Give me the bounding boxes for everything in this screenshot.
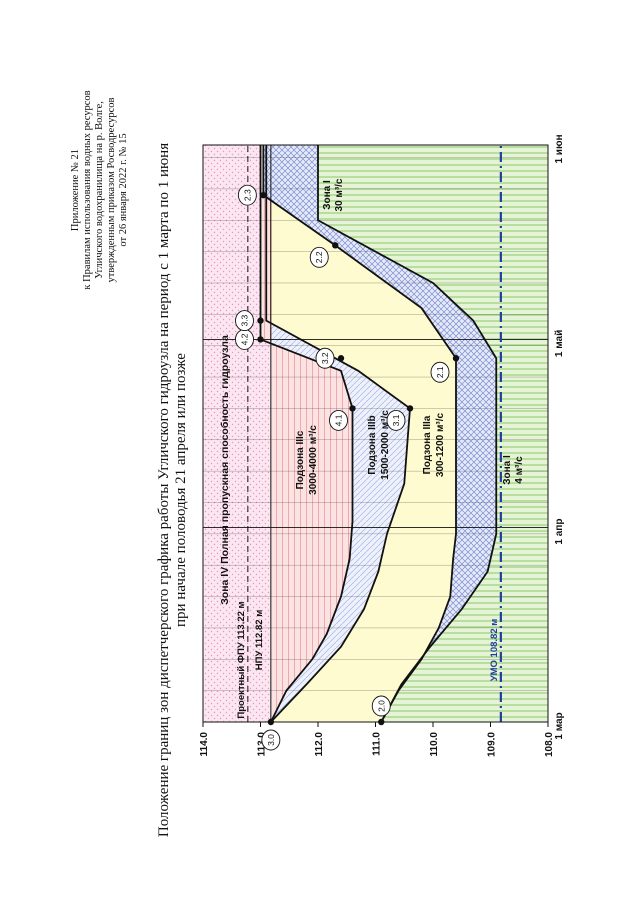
subzone-3a-name: Подзона IIIa — [422, 415, 433, 474]
point-label-circle — [430, 361, 450, 383]
x-tick-label: 1 июн — [554, 134, 565, 163]
appendix-line-2: к Правилам использования водных ресурсов — [82, 90, 93, 290]
control-points: 3.0 2.0 4.1 3.1 3.2 2.1 4.2 3.3 2.2 2.3 — [235, 184, 460, 751]
zone-1-may-flow: 30 м³/с — [334, 178, 345, 211]
point-label-circle — [329, 409, 348, 431]
chart-labels: Зона IV Полная пропускная способность ги… — [219, 178, 525, 718]
zone-1-may-name: Зона I — [322, 180, 333, 210]
y-tick-label: 114.0 — [199, 732, 210, 757]
subzone-3a-fill — [263, 145, 456, 722]
point-dot — [267, 718, 275, 726]
y-tick-label: 112.0 — [314, 732, 325, 757]
subzone-3b-flow: 1500-2000 м³/с — [380, 410, 391, 480]
y-tick-label: 109.0 — [487, 732, 498, 757]
y-tick-label: 110.0 — [429, 732, 440, 757]
umo-label: УМО 108.82 м — [489, 619, 500, 682]
appendix-block: Приложение № 21 к Правилам использования… — [60, 70, 140, 310]
point-dot — [406, 405, 414, 412]
point-dot — [337, 355, 345, 362]
appendix-line-3: Угличского водохранилища на р. Волге, — [94, 101, 105, 279]
point-dot — [332, 242, 339, 249]
subzone-3a-flow: 300-1200 м³/с — [435, 413, 446, 478]
zone-1-name: Зона I — [502, 455, 513, 485]
point-dot — [260, 191, 267, 199]
appendix-line-5: от 26 января 2022 г. № 15 — [118, 133, 129, 247]
fpu-label: Проектный ФПУ 113.22 м — [236, 601, 247, 718]
x-tick-label: 1 май — [554, 330, 565, 357]
subzone-3b-name: Подзона IIIb — [367, 415, 378, 474]
zone-4-label: Зона IV Полная пропускная способность ги… — [219, 335, 231, 605]
zone-1-flow: 4 м³/с — [514, 456, 525, 484]
boundary-1 — [317, 145, 498, 723]
point-label: 4.2 — [240, 333, 250, 345]
point-label-circle — [386, 409, 406, 431]
y-tick-label: 108.0 — [544, 732, 555, 757]
boundary-3c — [259, 145, 354, 723]
point-label: 3.3 — [240, 314, 250, 326]
point-label-circle — [371, 695, 391, 717]
zone-1-upper-fill — [263, 145, 497, 722]
title-block: Положение границ зон диспетчерского граф… — [148, 143, 198, 837]
point-label: 2.3 — [242, 189, 252, 201]
point-dot — [257, 336, 264, 343]
point-label-circle — [315, 347, 335, 369]
point-label: 3.1 — [391, 414, 401, 426]
x-tick-label: 1 мар — [554, 712, 565, 739]
title-line-2: при начале половодья 21 апреля или позже — [173, 353, 189, 627]
x-tick-label: 1 апр — [554, 519, 565, 545]
point-label: 3.2 — [320, 352, 330, 364]
appendix-line-4: утвержденным приказом Росводресурсов — [106, 97, 117, 283]
y-tick-label: 113.0 — [257, 732, 268, 757]
y-tick-label: 111.0 — [372, 732, 383, 756]
subzone-3c-flow: 3000-4000 м³/с — [308, 425, 319, 495]
subzone-3c-fill — [260, 145, 353, 722]
point-label: 2.2 — [314, 251, 324, 263]
point-label-circle — [261, 729, 281, 751]
zone-boundaries — [247, 145, 502, 723]
appendix-line-1: Приложение № 21 — [70, 148, 81, 232]
point-label: 2.0 — [376, 700, 386, 712]
npu-label: НПУ 112.82 м — [254, 610, 265, 670]
point-label-circle — [309, 246, 329, 268]
point-dot — [349, 405, 356, 412]
point-label: 4.1 — [334, 414, 344, 426]
point-label: 3.0 — [266, 734, 276, 746]
zone-4-fill — [203, 145, 271, 722]
subzone-3b-fill — [260, 145, 410, 722]
point-dot — [257, 317, 264, 324]
axes: 108.0 109.0 110.0 111.0 112.0 113.0 114.0 1 мар… — [199, 134, 565, 757]
point-dot — [378, 718, 385, 726]
point-label: 2.1 — [435, 366, 445, 378]
point-label-circle — [237, 184, 257, 206]
point-label-circle — [235, 310, 254, 332]
title-line-1: Положение границ зон диспетчерского граф… — [156, 142, 172, 838]
subzone-3c-name: Подзона IIIс — [295, 430, 306, 489]
point-dot — [452, 355, 460, 362]
zone-fills — [203, 145, 548, 722]
